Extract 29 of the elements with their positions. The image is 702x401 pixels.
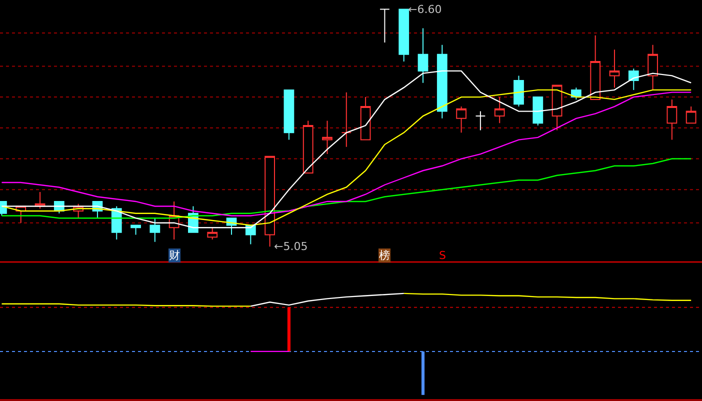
candlestick <box>609 49 620 88</box>
candlestick <box>150 218 160 242</box>
candlestick <box>322 120 332 155</box>
candlestick <box>532 96 544 126</box>
text: 榜 <box>379 249 390 262</box>
candlestick <box>398 8 410 62</box>
text: S <box>439 249 446 262</box>
candlestick <box>552 84 562 131</box>
candlestick <box>341 92 352 148</box>
annotation: ←5.05 <box>274 240 308 253</box>
candlestick <box>648 44 658 90</box>
candlestick <box>264 156 275 248</box>
candlestick <box>686 106 696 124</box>
candlestick <box>494 96 505 124</box>
candlestick <box>475 110 486 131</box>
candlestick <box>418 28 428 84</box>
candlestick <box>590 34 601 100</box>
candlestick <box>130 224 141 236</box>
candlestick <box>207 227 218 240</box>
candlestick <box>514 75 524 108</box>
candlestick <box>666 98 678 140</box>
text: 财 <box>169 249 180 262</box>
candlestick <box>284 89 294 140</box>
candlestick <box>436 44 448 119</box>
candlestick <box>456 106 466 134</box>
candlestick <box>380 8 390 43</box>
candlestick <box>360 96 371 140</box>
annotation: ←6.60 <box>408 3 442 16</box>
candlestick <box>302 120 314 174</box>
